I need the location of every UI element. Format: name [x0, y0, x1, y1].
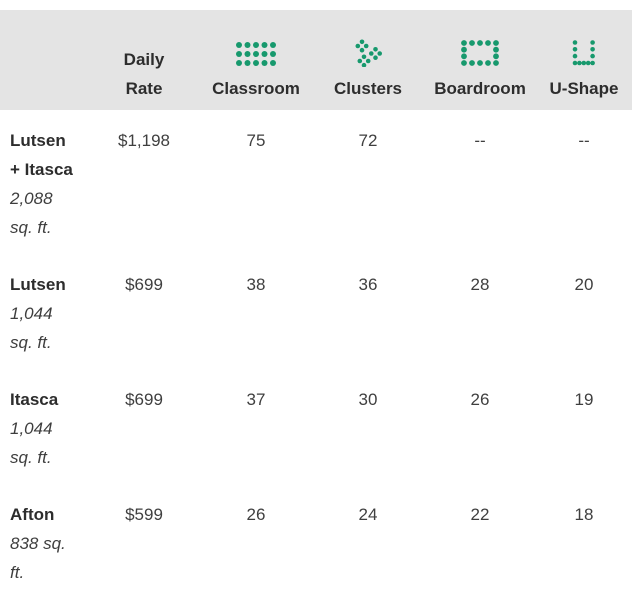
clusters-cell: 36: [358, 275, 378, 294]
table-row: Afton 838 sq. ft. $599 26 24 22 18: [0, 484, 632, 592]
boardroom-cell: 26: [470, 390, 490, 409]
classroom-cell: 75: [246, 131, 266, 150]
room-size: 2,088 sq. ft.: [10, 189, 53, 237]
boardroom-dots-icon: [460, 39, 500, 67]
table-row: Lutsen + Itasca 2,088 sq. ft. $1,198 75 …: [0, 110, 632, 254]
classroom-cell: 38: [246, 275, 266, 294]
room-name-cell: Lutsen + Itasca 2,088 sq. ft.: [0, 110, 88, 254]
column-header-daily-rate: Daily Rate: [88, 10, 200, 110]
ushape-cell: 18: [574, 505, 594, 524]
room-size: 1,044 sq. ft.: [10, 304, 53, 352]
column-header-clusters: Clusters: [312, 10, 424, 110]
clusters-cell: 72: [358, 131, 378, 150]
classroom-dots-icon: [235, 41, 277, 67]
room-size: 1,044 sq. ft.: [10, 419, 53, 467]
daily-rate-cell: $699: [125, 275, 163, 294]
room-name: Afton: [10, 505, 55, 524]
daily-rate-label: Daily Rate: [123, 50, 165, 98]
daily-rate-cell: $599: [125, 505, 163, 524]
room-name: Lutsen + Itasca: [10, 131, 73, 179]
column-header-classroom: Classroom: [200, 10, 312, 110]
classroom-cell: 26: [246, 505, 266, 524]
page-top-spacer: [0, 0, 632, 10]
ushape-dots-icon: [572, 39, 596, 67]
column-header-boardroom: Boardroom: [424, 10, 536, 110]
room-name-cell: Lutsen 1,044 sq. ft.: [0, 254, 88, 369]
ushape-cell: --: [578, 131, 590, 150]
room-name-cell: Afton 838 sq. ft.: [0, 484, 88, 592]
meeting-room-rates-table: Daily Rate Classroom Clusters Boardroom: [0, 10, 632, 592]
table-row: Itasca 1,044 sq. ft. $699 37 30 26 19: [0, 369, 632, 484]
column-header-room: [0, 10, 88, 110]
column-header-ushape: U-Shape: [536, 10, 632, 110]
clusters-label: Clusters: [333, 79, 403, 98]
table-body: Lutsen + Itasca 2,088 sq. ft. $1,198 75 …: [0, 110, 632, 592]
classroom-cell: 37: [246, 390, 266, 409]
table-header: Daily Rate Classroom Clusters Boardroom: [0, 10, 632, 110]
ushape-cell: 19: [574, 390, 594, 409]
room-name: Lutsen: [10, 275, 66, 294]
room-size: 838 sq. ft.: [10, 534, 66, 582]
table-row: Lutsen 1,044 sq. ft. $699 38 36 28 20: [0, 254, 632, 369]
classroom-label: Classroom: [212, 79, 300, 98]
boardroom-cell: 28: [470, 275, 490, 294]
clusters-cell: 24: [358, 505, 378, 524]
ushape-label: U-Shape: [549, 79, 619, 98]
boardroom-cell: --: [474, 131, 486, 150]
room-name: Itasca: [10, 390, 59, 409]
clusters-dots-icon: [353, 39, 383, 67]
room-name-cell: Itasca 1,044 sq. ft.: [0, 369, 88, 484]
clusters-cell: 30: [358, 390, 378, 409]
ushape-cell: 20: [574, 275, 594, 294]
boardroom-label: Boardroom: [434, 79, 526, 98]
daily-rate-cell: $699: [125, 390, 163, 409]
daily-rate-cell: $1,198: [118, 131, 170, 150]
boardroom-cell: 22: [470, 505, 490, 524]
